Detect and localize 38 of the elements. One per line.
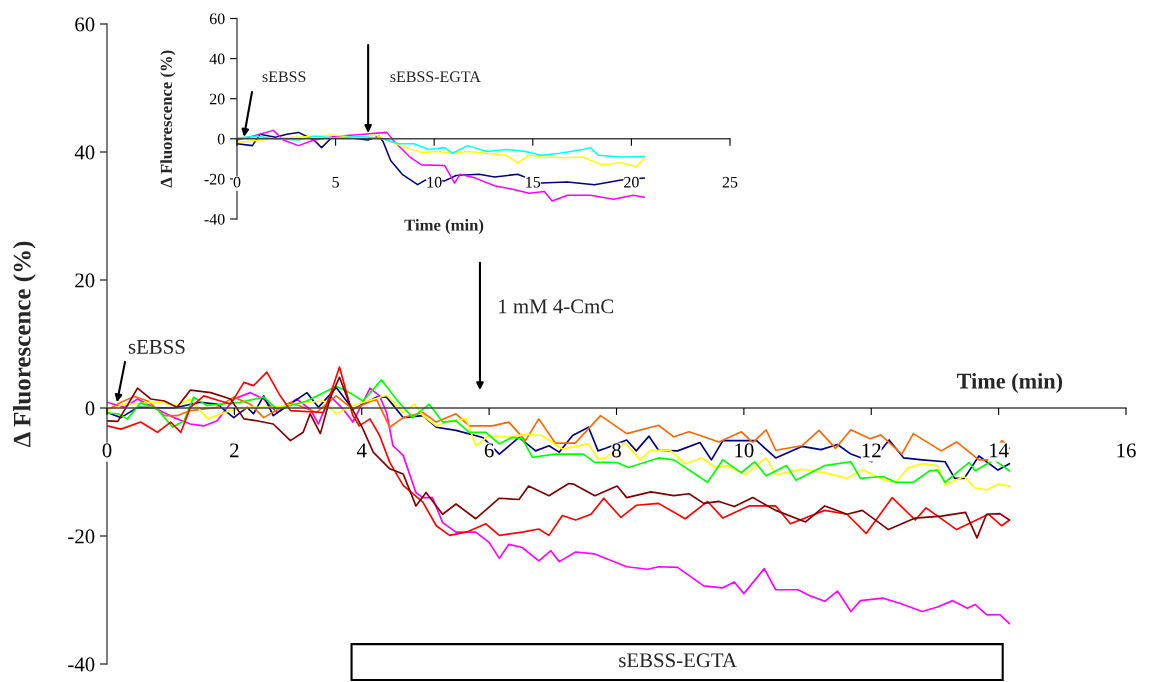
y-tick-label: 60 [75,17,95,32]
y-tick-label: 40 [209,53,225,65]
x-axis-title: Time (min) [404,219,484,235]
x-tick-label: 15 [526,176,541,188]
y-axis-title: Δ Fluorescence (%) [13,241,36,448]
annotation: sEBSS [128,339,185,354]
y-axis-title: Δ Fluorescence (%) [160,50,176,188]
x-tick-label: 25 [722,176,738,188]
y-tick-label: -40 [68,657,95,672]
x-tick-label: 20 [624,176,639,188]
x-tick-label: 0 [102,443,112,458]
line-series [237,135,646,158]
y-tick-label: 40 [74,145,95,160]
x-tick-label: 5 [332,176,339,188]
line-series [237,134,646,168]
annotation: sEBSS-EGTA [619,653,737,668]
y-tick-label: 20 [209,93,225,105]
x-tick-label: 4 [356,443,367,458]
x-tick-label: 12 [862,443,881,458]
y-tick-label: 20 [75,273,95,288]
x-tick-label: 16 [1117,443,1136,458]
y-tick-label: -20 [68,529,95,544]
y-tick-label: 60 [209,13,225,25]
x-tick-label: 10 [735,443,754,458]
x-tick-label: 10 [427,176,442,188]
x-tick-label: 6 [484,443,494,458]
y-tick-label: 0 [217,133,225,145]
x-tick-label: 2 [230,443,239,458]
x-tick-label: 0 [233,176,241,188]
x-tick-label: 8 [612,443,621,458]
y-tick-label: 0 [85,401,95,416]
annotation: sEBSS [262,71,306,83]
x-tick-label: 14 [990,443,1009,458]
annotation: 1 mM 4-CmC [499,299,614,314]
annotation: sEBSS-EGTA [390,71,481,83]
y-tick-label: -40 [204,213,225,225]
x-axis-title: Time (min) [956,372,1063,394]
y-tick-label: -20 [204,173,225,185]
